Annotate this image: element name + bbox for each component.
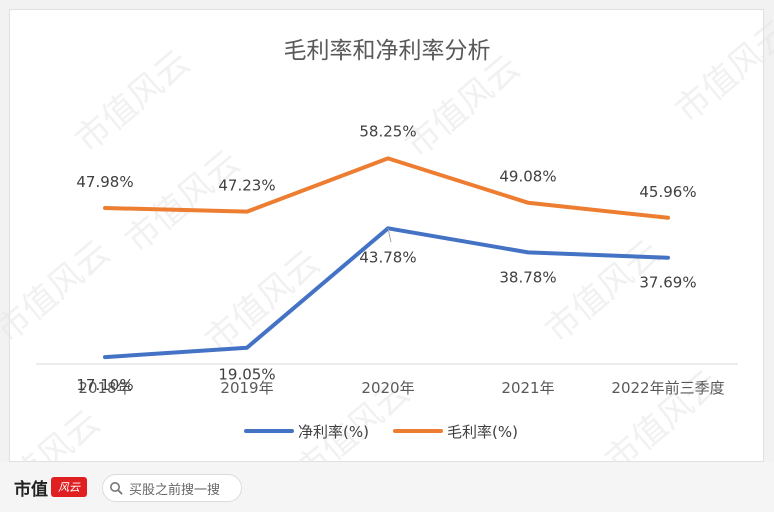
data-label: 37.69% — [639, 274, 696, 292]
brand-seal: 风云 — [51, 477, 87, 497]
data-label: 45.96% — [639, 183, 696, 201]
x-tick-labels: 2018年 2019年 2020年 2021年 2022年前三季度 — [78, 379, 724, 397]
search-placeholder: 买股之前搜一搜 — [129, 482, 221, 498]
data-label: 17.10% — [76, 376, 133, 394]
x-tick-label: 2021年 — [501, 379, 554, 397]
data-label: 47.98% — [76, 173, 133, 191]
legend-label: 净利率(%) — [298, 423, 369, 441]
watermark-text: 市值风云 — [668, 13, 774, 131]
x-tick-label: 2022年前三季度 — [611, 379, 724, 397]
watermark-text: 市值风云 — [68, 43, 198, 161]
brand-logo[interactable]: 市值 风云 — [14, 476, 87, 500]
watermark-text: 市值风云 — [118, 143, 248, 261]
x-tick-label: 2020年 — [361, 379, 414, 397]
data-label: 47.23% — [218, 177, 275, 195]
search-box[interactable]: 买股之前搜一搜 — [102, 474, 242, 502]
data-label: 19.05% — [218, 366, 275, 384]
watermark-text: 市值风云 — [0, 403, 108, 470]
chart-title: 毛利率和净利率分析 — [284, 38, 491, 64]
x-tick-label: 2018年 — [78, 379, 131, 397]
data-label: 58.25% — [359, 122, 416, 140]
x-tick-label: 2019年 — [220, 379, 273, 397]
label-leader-line — [387, 228, 392, 243]
watermark-text: 市值风云 — [398, 48, 528, 166]
data-label: 43.78% — [359, 248, 416, 266]
watermark-text: 市值风云 — [0, 233, 118, 351]
data-label: 38.78% — [499, 268, 556, 286]
legend: 净利率(%) 毛利率(%) — [244, 423, 518, 441]
legend-label: 毛利率(%) — [447, 423, 518, 441]
watermark-text: 市值风云 — [198, 243, 328, 361]
gross-margin-line — [103, 156, 670, 220]
footer-bar: 市值 风云 买股之前搜一搜 — [0, 462, 774, 512]
search-icon — [103, 475, 129, 501]
chart-card — [9, 9, 764, 462]
data-labels: 17.10% 19.05% 43.78% 38.78% 37.69% 47.98% 47.2… — [76, 122, 696, 394]
brand-name: 市值 — [14, 479, 48, 500]
data-label: 49.08% — [499, 168, 556, 186]
